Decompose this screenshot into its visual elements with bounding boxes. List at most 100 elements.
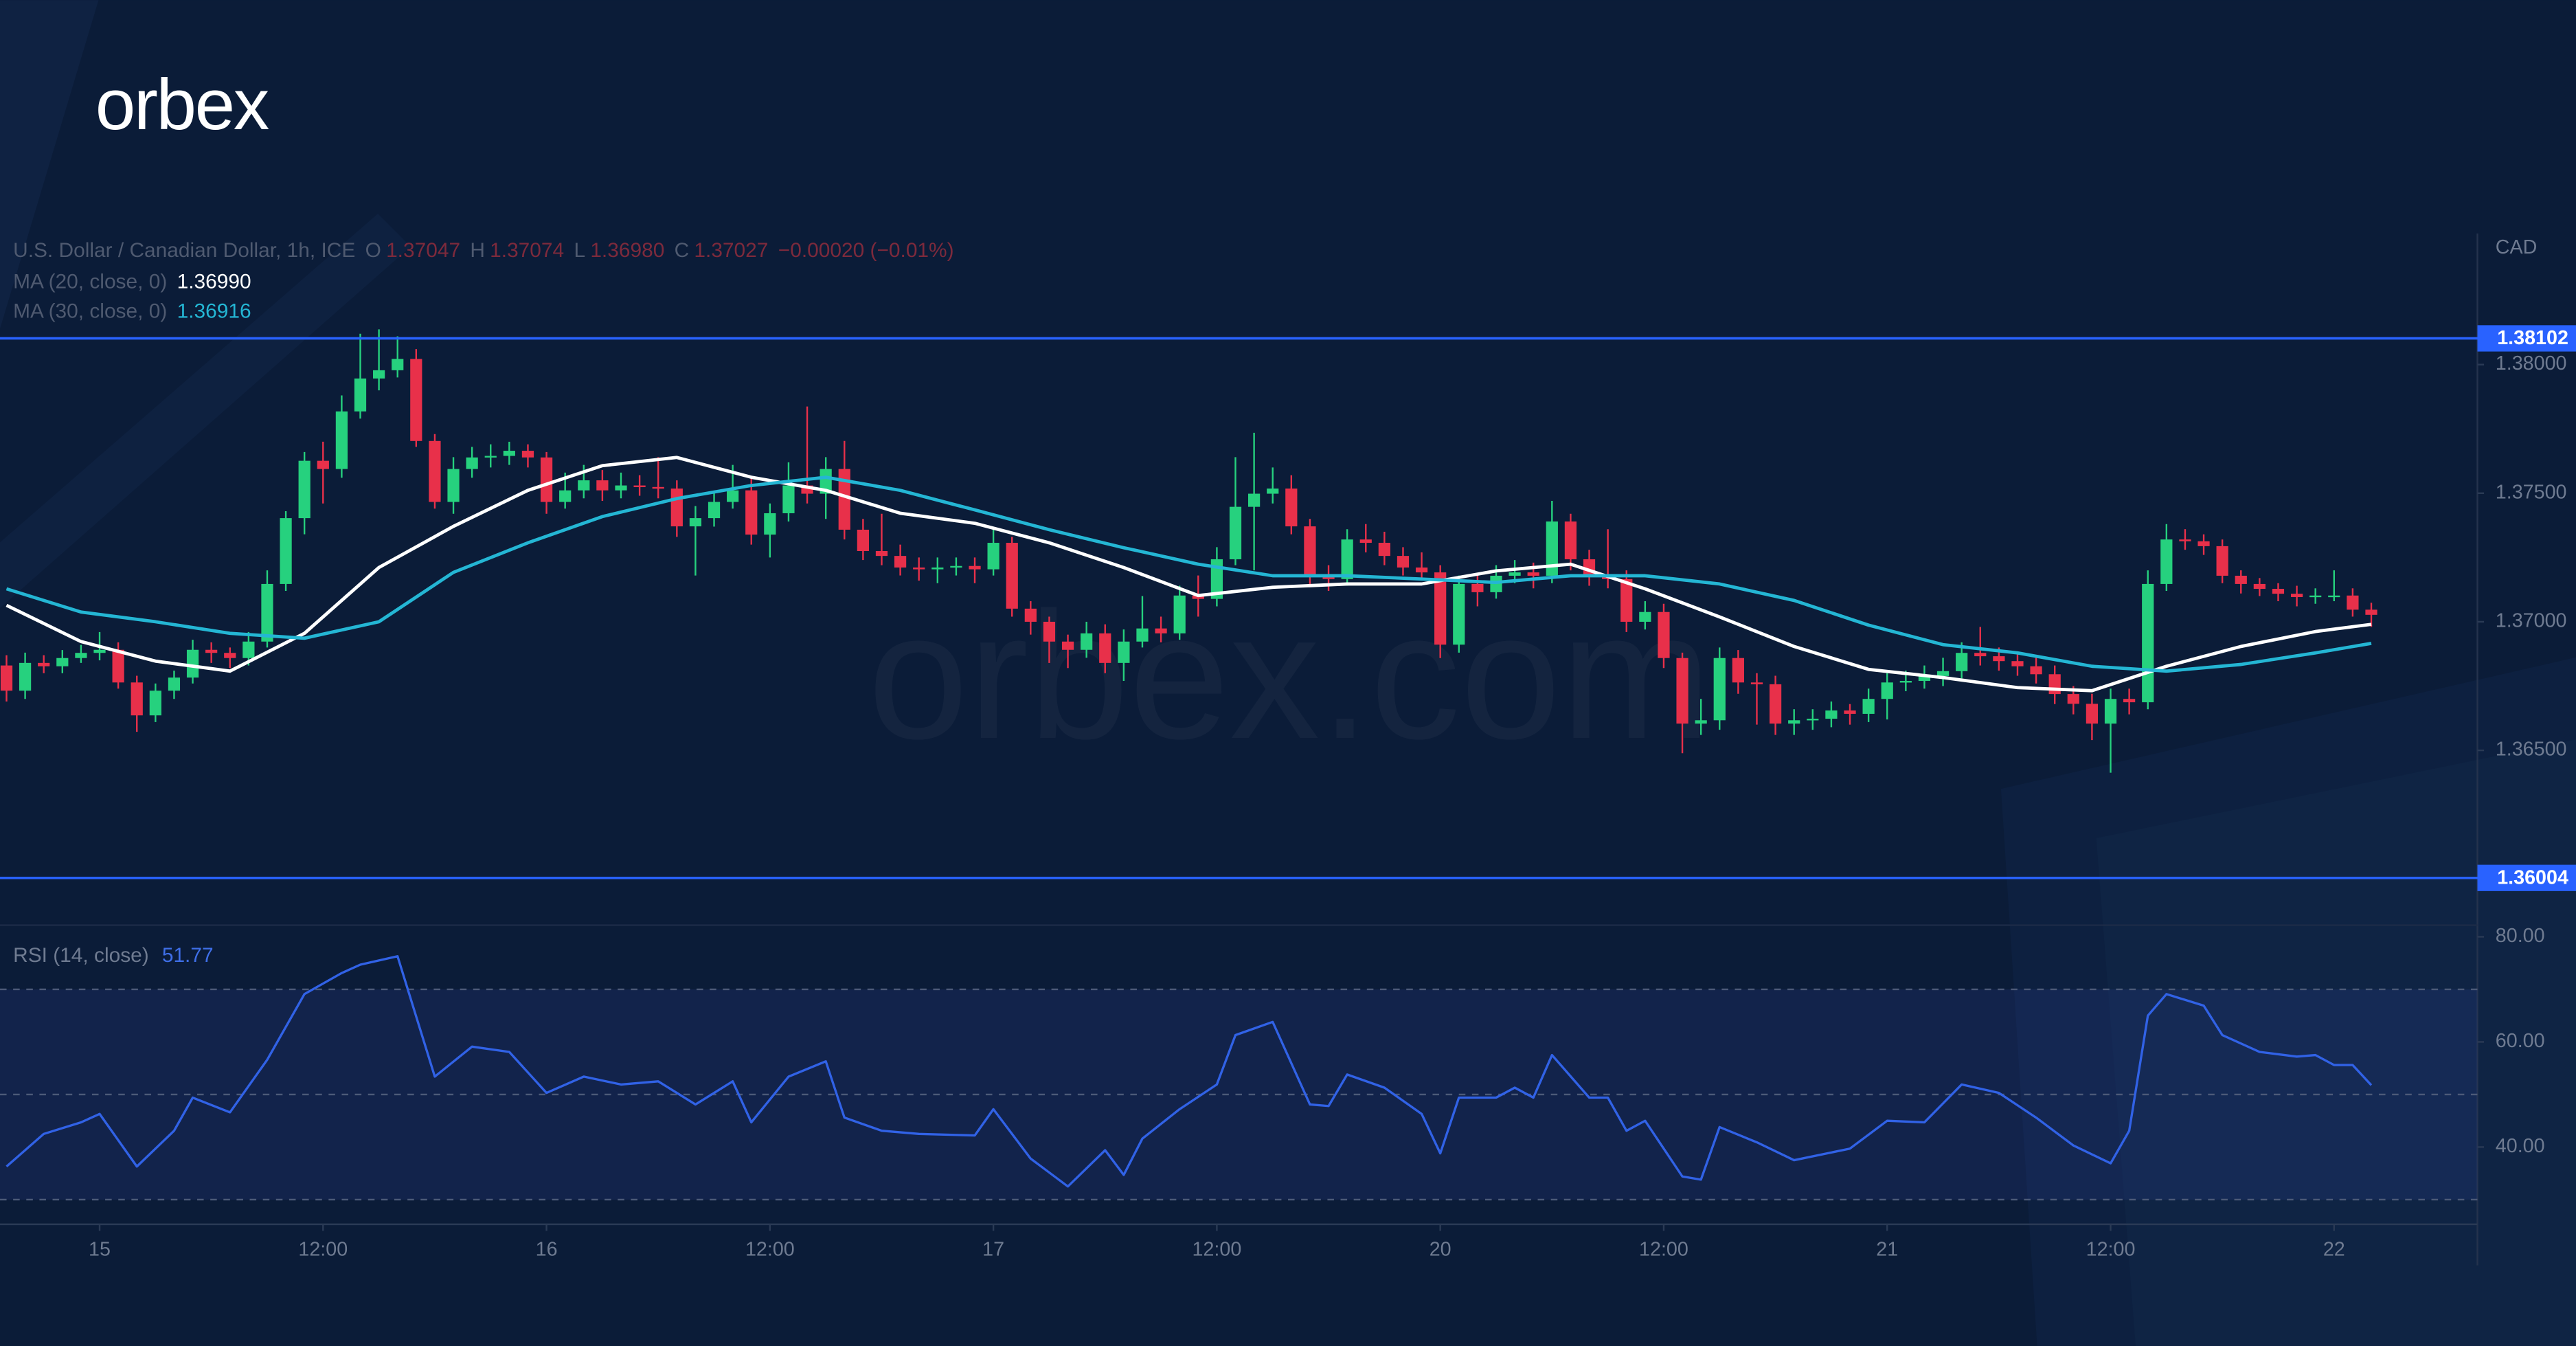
candle-body [615, 485, 627, 491]
candle-body [2067, 694, 2079, 704]
candle-body [1229, 506, 1242, 559]
candle-body [1546, 521, 1558, 576]
legend-name: MA (20, close, 0) [13, 270, 167, 293]
candle-body [335, 411, 348, 469]
line [5, 456, 2372, 693]
level-label: 1.38102 [2497, 327, 2568, 349]
candle-body [987, 543, 999, 570]
candle-body [1974, 653, 1987, 657]
y-tick-label: 1.37500 [2496, 481, 2567, 503]
candle-body [317, 460, 329, 469]
x-tick-label: 12:00 [1193, 1239, 1242, 1261]
y-tick-label: 80.00 [2496, 925, 2545, 947]
candle-body [708, 502, 721, 519]
legend-value: 51.77 [162, 944, 214, 967]
candle-body [2253, 583, 2266, 590]
candle-body [2197, 541, 2210, 546]
candle-body [1341, 539, 1353, 579]
ohlc-value: 1.37027 [694, 239, 768, 262]
candle-body [2290, 594, 2303, 598]
ohlc-value: 1.37047 [386, 239, 460, 262]
candle-body [578, 480, 590, 491]
y-tick-label: 1.37000 [2496, 610, 2567, 632]
candle-body [1639, 612, 1651, 622]
candle-body [1956, 653, 1968, 671]
candle-body [727, 490, 739, 502]
x-tick-label: 12:00 [745, 1239, 795, 1261]
candle-body [2235, 575, 2247, 584]
candle-body [1881, 682, 1893, 699]
level-tag [2477, 864, 2576, 891]
ohlc-value: 1.36980 [590, 239, 664, 262]
symbol-legend: U.S. Dollar / Canadian Dollar, 1h, ICE O 1… [13, 239, 953, 262]
candle-body [1750, 682, 1763, 684]
candle-body [484, 456, 497, 458]
candle-body [764, 513, 776, 535]
candle-body [1862, 699, 1875, 714]
candle-body [1304, 526, 1316, 576]
candle-body [1936, 671, 1950, 676]
candle-body [429, 440, 441, 502]
candle-body [186, 649, 199, 678]
candle-body [1471, 583, 1484, 592]
candle-body [0, 665, 13, 691]
x-tick-label: 21 [1876, 1239, 1898, 1261]
decor [0, 0, 99, 329]
candle-body [1061, 641, 1074, 650]
candle-body [950, 565, 962, 568]
change: −0.00020 (−0.01%) [778, 239, 954, 262]
candle-body [1267, 489, 1279, 494]
ohlc-key: H [470, 239, 485, 262]
candle-body [1695, 720, 1707, 724]
x-tick-label: 12:00 [298, 1239, 348, 1261]
candle-body [1359, 539, 1372, 543]
x-tick-label: 20 [1430, 1239, 1451, 1261]
logo: orbex [95, 65, 269, 145]
candle-body [745, 490, 758, 535]
candle-body [540, 457, 553, 502]
candle-body [131, 682, 143, 716]
candle-body [38, 662, 50, 666]
candle-body [782, 485, 795, 513]
y-tick-label: 1.38000 [2496, 352, 2567, 374]
candle-body [2365, 609, 2377, 615]
level-tag [2477, 325, 2576, 352]
candle-body [298, 460, 310, 519]
candle-body [2086, 704, 2099, 724]
candle-body [559, 490, 572, 502]
candle-body [149, 691, 161, 716]
candle-body [224, 653, 236, 658]
candle-body [1509, 572, 1521, 576]
candle-body [1453, 583, 1465, 645]
ohlc-key: O [365, 239, 381, 262]
candle-body [1676, 658, 1688, 724]
candle-body [1136, 628, 1149, 642]
candle-body [2142, 583, 2154, 703]
candle-body [1564, 521, 1577, 559]
rsi-legend: RSI (14, close) 51.77 [13, 944, 213, 967]
candle-body [1006, 543, 1018, 609]
candle-body [1732, 658, 1744, 683]
candle-body [447, 469, 460, 502]
candle-body [838, 469, 850, 530]
candle-body [913, 567, 925, 570]
candle-body [1285, 489, 1298, 527]
x-tick-label: 12:00 [1639, 1239, 1688, 1261]
candle-body [2216, 546, 2228, 576]
candle-body [1527, 572, 1539, 576]
candle-body [373, 370, 385, 379]
symbol: U.S. Dollar / Canadian Dollar, 1h, ICE [13, 239, 355, 262]
candle-body [670, 489, 683, 527]
candle-body [969, 565, 981, 570]
candle-body [857, 529, 869, 552]
candle-body [93, 649, 106, 653]
x-tick-label: 12:00 [2086, 1239, 2136, 1261]
candle-body [1378, 543, 1390, 557]
ohlc-key: L [574, 239, 586, 262]
candle-body [2030, 666, 2042, 675]
candle-body [1899, 681, 1912, 683]
candle-body [2309, 595, 2322, 598]
candle-body [1713, 658, 1726, 721]
candle-body [2123, 699, 2136, 703]
